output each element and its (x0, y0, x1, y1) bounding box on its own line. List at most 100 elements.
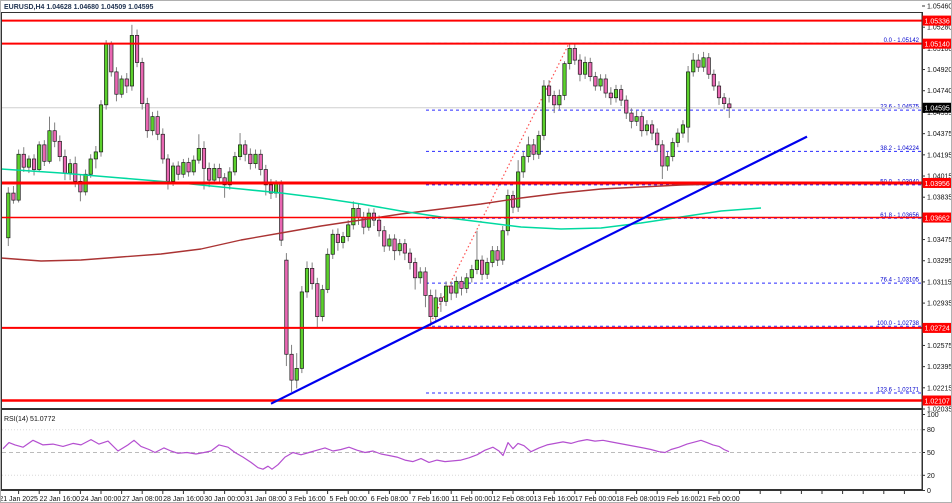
fib-level-label: 76.4 - 1.03105 (880, 278, 919, 284)
candle (649, 120, 655, 141)
time-tick-label: 22 Jan 16:00 (40, 496, 81, 502)
candle (160, 128, 165, 164)
candle (706, 53, 711, 79)
rsi-panel: 100 80 50 20 0 (2, 412, 939, 495)
candle (557, 89, 562, 110)
price-tick-label: 1.03295 (927, 258, 951, 265)
time-tick-label: 24 Jan 00:00 (81, 496, 122, 502)
fib-level-label: 100.0 - 1.02738 (877, 321, 920, 327)
time-axis[interactable]: 21 Jan 2025 22 Jan 16:00 24 Jan 00:00 27 Ja… (1, 490, 922, 503)
price-tick-label: 1.04740 (927, 88, 951, 95)
candle (21, 147, 26, 172)
candle (701, 51, 706, 72)
candle (335, 228, 340, 251)
price-tick-label: 1.02035 (927, 406, 951, 413)
price-tick-label: 1.04375 (927, 131, 951, 138)
candlesticks (6, 24, 732, 392)
candle (32, 154, 37, 176)
candle (248, 148, 253, 170)
time-tick-label: 27 Jan 08:00 (122, 496, 163, 502)
candle (485, 257, 490, 279)
time-tick-label: 31 Jan 08:00 (246, 496, 287, 502)
candle (88, 154, 93, 178)
price-tick-label: 1.02935 (927, 301, 951, 308)
price-tag (922, 395, 951, 406)
time-tick-label: 19 Feb 16:00 (657, 496, 698, 502)
candle (407, 248, 413, 270)
candle (341, 231, 346, 249)
candle (402, 238, 407, 261)
ascending-trendline[interactable] (270, 135, 808, 405)
candle (155, 110, 160, 141)
rsi-scale-label: 20 (927, 473, 935, 480)
time-tick-label: 13 Feb 16:00 (534, 496, 575, 502)
candle (469, 264, 474, 283)
candle (593, 71, 598, 91)
price-tick-label: 1.02215 (927, 385, 951, 392)
candle (629, 108, 634, 129)
candle (93, 146, 98, 169)
candle (315, 277, 320, 329)
candle (562, 61, 567, 101)
candle (675, 128, 680, 148)
candle (232, 151, 237, 176)
candle (62, 149, 68, 181)
candle (722, 93, 727, 110)
candle (583, 56, 588, 79)
price-tag-label: 1.02107 (925, 398, 950, 405)
candle (145, 97, 150, 138)
candle (608, 87, 613, 105)
candle (330, 229, 335, 259)
fib-anchor-diagonal[interactable] (428, 43, 570, 327)
price-axis[interactable]: 1.05460 1.05280 1.05100 1.04920 1.04740 1.045… (922, 4, 951, 491)
candle (289, 344, 294, 392)
candle (464, 273, 469, 294)
candle (212, 163, 217, 184)
price-tag-label: 1.04595 (925, 106, 950, 113)
rsi-panel-frame (1, 409, 923, 490)
candle (114, 67, 119, 102)
trendline[interactable] (270, 135, 808, 405)
time-tick-label: 3 Feb 16:00 (288, 496, 325, 502)
price-tick-label: 1.02395 (927, 364, 951, 371)
candle (418, 267, 423, 284)
rsi-line (2, 439, 730, 470)
candle (129, 24, 134, 91)
candle (356, 203, 361, 225)
candle (474, 230, 480, 275)
time-tick-label: 5 Feb 00:00 (330, 496, 367, 502)
candle (222, 173, 227, 198)
candle (325, 248, 330, 294)
rsi-scale-label: 0 (927, 488, 931, 495)
price-tag (922, 38, 951, 49)
candle (588, 57, 593, 82)
candle (68, 158, 73, 181)
candle (37, 141, 42, 172)
price-tag (922, 15, 951, 26)
candle (510, 190, 516, 214)
candle (181, 158, 186, 178)
candle (186, 157, 191, 177)
candle (438, 293, 443, 312)
candle (598, 74, 603, 91)
candle (444, 281, 449, 307)
candle (500, 226, 505, 265)
candle (238, 133, 243, 161)
fib-diagonal-line[interactable] (428, 43, 570, 327)
price-tick-label: 1.02575 (927, 343, 951, 350)
candle (150, 111, 155, 136)
candle (696, 54, 701, 72)
price-tick-label: 1.03835 (927, 195, 951, 202)
candle (263, 164, 268, 196)
support-resistance-lines[interactable] (2, 19, 922, 402)
candle (433, 289, 438, 322)
price-tick-label: 1.03475 (927, 237, 951, 244)
price-tick-label: 1.05460 (927, 4, 951, 11)
candle (124, 73, 129, 94)
price-tag (922, 322, 951, 333)
price-tag-label: 1.02724 (925, 326, 950, 333)
time-tick-label: 21 Feb 00:00 (698, 496, 739, 502)
panel-frames (1, 12, 923, 490)
